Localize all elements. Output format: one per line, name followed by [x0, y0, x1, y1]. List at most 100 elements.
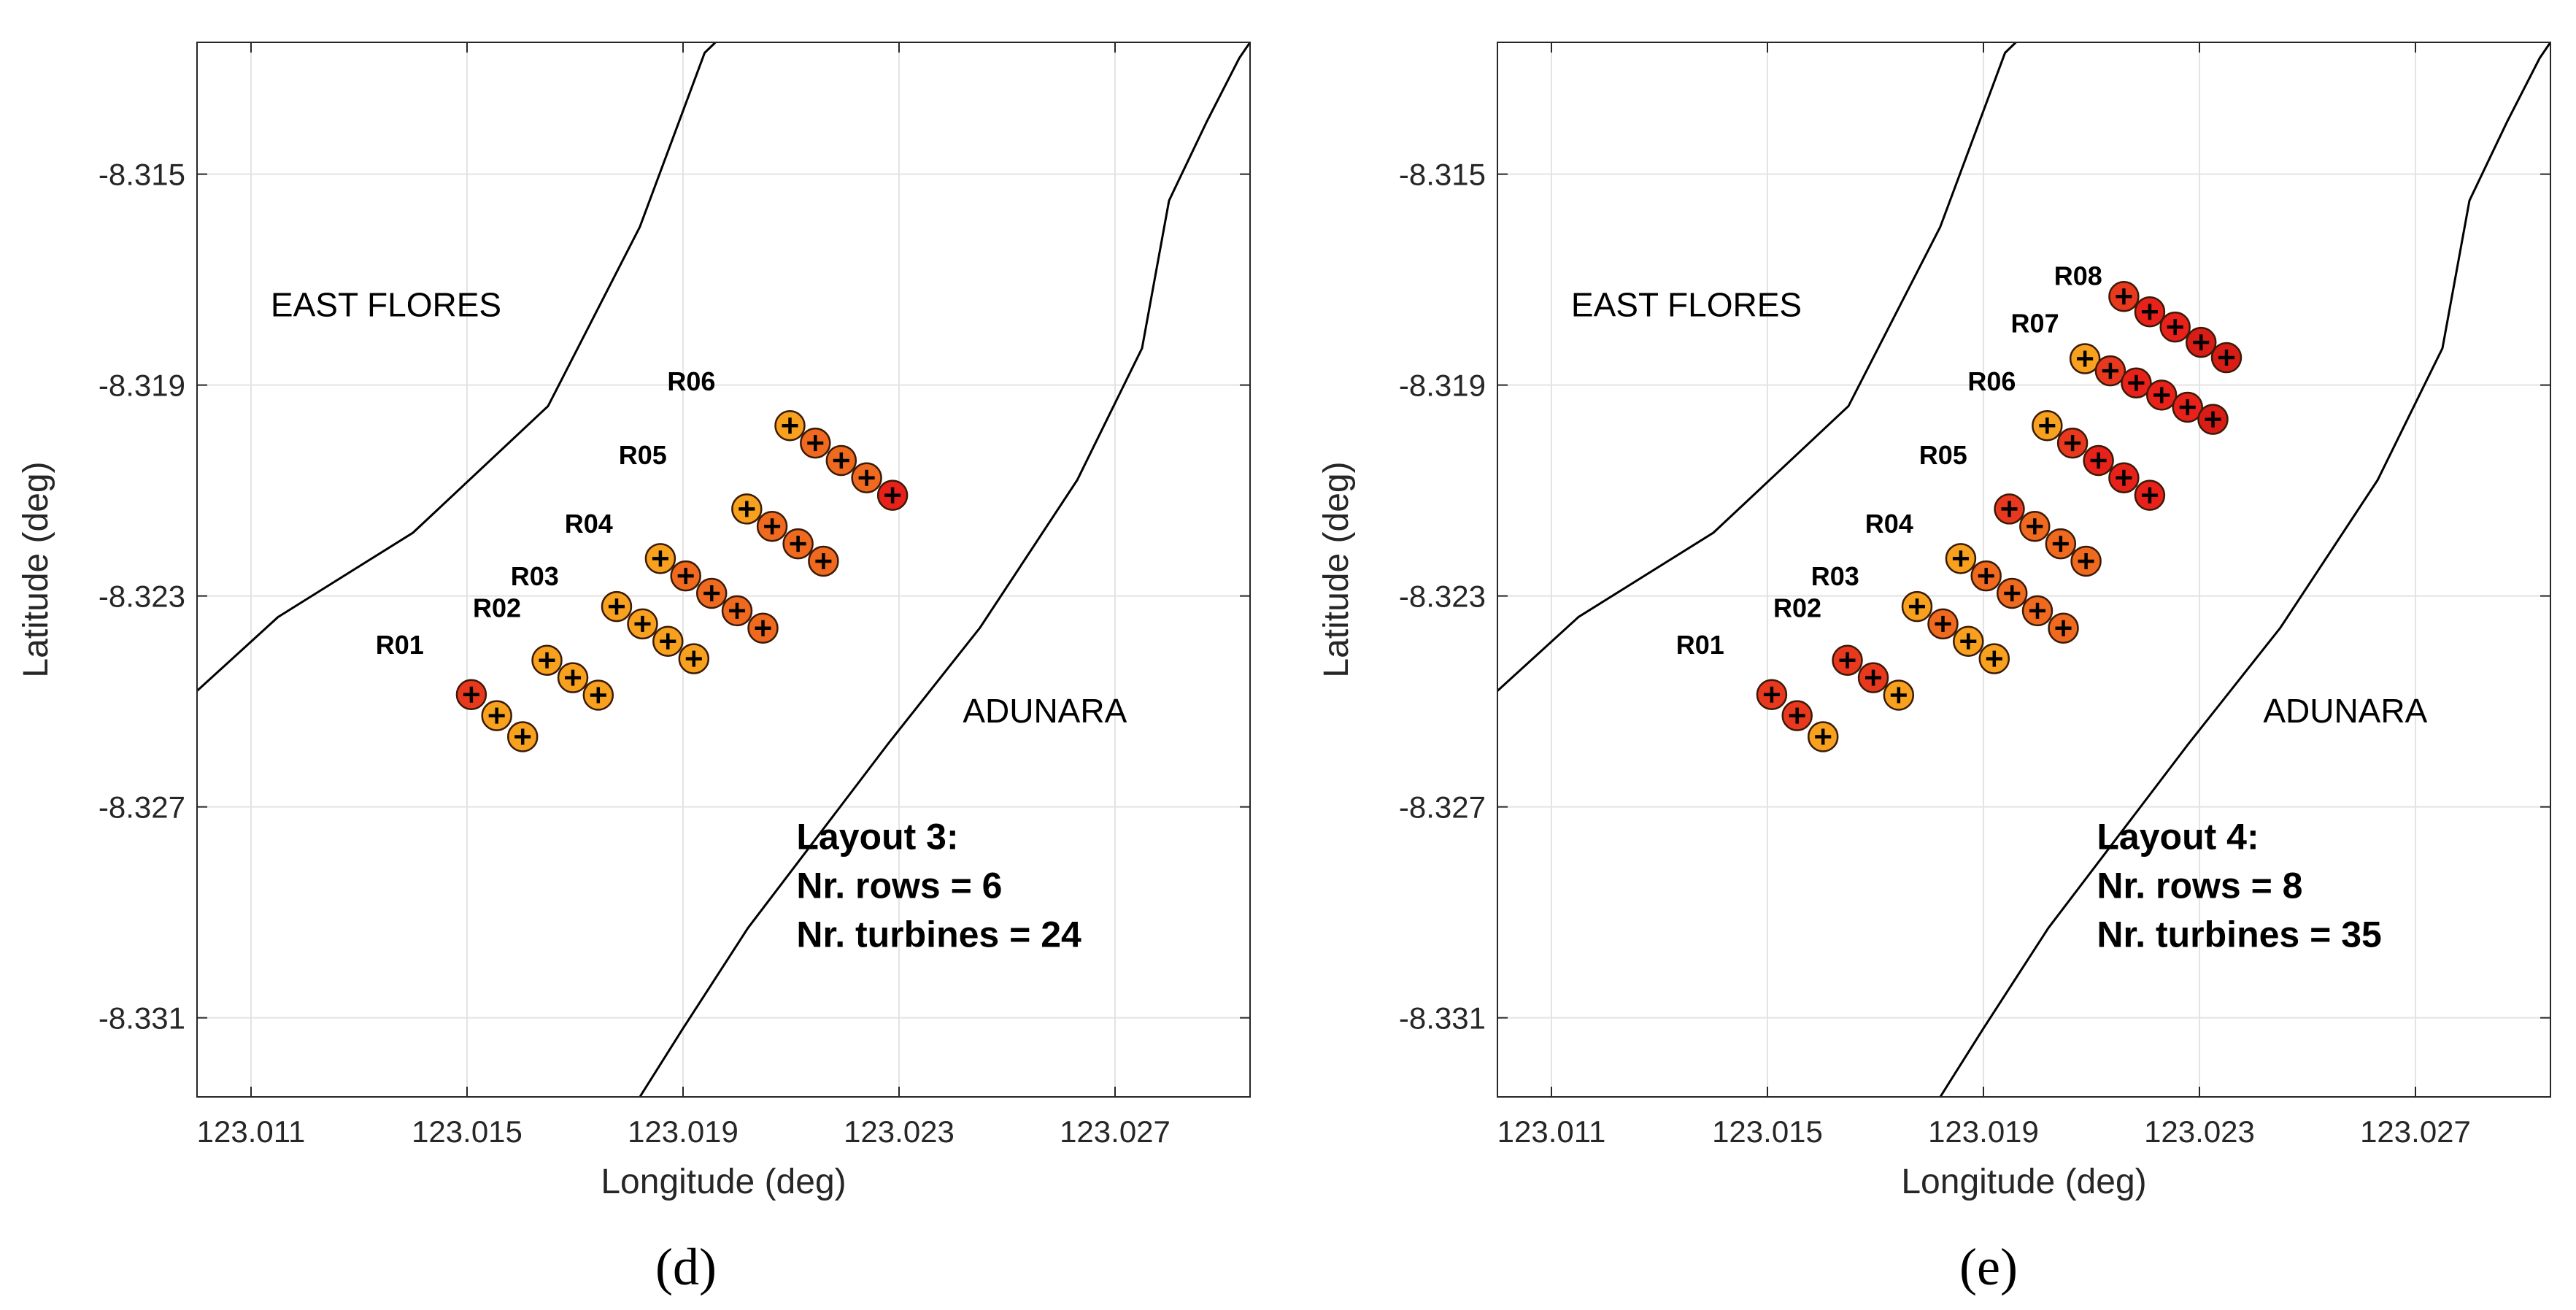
x-tick-label: 123.011: [1497, 1114, 1606, 1149]
region-label: EAST FLORES: [1571, 286, 1802, 324]
x-tick-label: 123.019: [1928, 1114, 2039, 1149]
turbine-cross: [2055, 620, 2072, 636]
y-tick-label: -8.327: [1399, 790, 1486, 825]
row-label: R03: [511, 561, 559, 591]
turbine-cross: [2153, 387, 2170, 404]
row-label: R01: [376, 630, 424, 660]
turbine-cross: [1763, 686, 1780, 703]
layout-annotation: Nr. turbines = 35: [2097, 914, 2381, 955]
y-tick-label: -8.323: [1399, 579, 1486, 614]
plot-data: [1497, 42, 2550, 1097]
turbine-cross: [1908, 598, 1925, 615]
turbine-cross: [755, 620, 771, 636]
y-axis-label: Latitude (deg): [17, 461, 55, 677]
turbine-cross: [488, 707, 505, 724]
turbine-cross: [833, 452, 849, 469]
turbine-cross: [1960, 633, 1977, 650]
x-tick-label: 123.027: [1060, 1114, 1171, 1149]
turbine-cross: [703, 585, 720, 602]
plot-data: [197, 42, 1250, 1097]
turbine-cross: [685, 650, 702, 667]
layout-annotation: Nr. turbines = 24: [796, 914, 1081, 955]
turbine-cross: [608, 598, 625, 615]
turbine-cross: [815, 552, 832, 569]
row-label: R06: [667, 366, 715, 396]
x-tick-label: 123.011: [197, 1114, 306, 1149]
turbine-cross: [1890, 687, 1907, 704]
row-label: R08: [2054, 261, 2102, 290]
row-label: R03: [1811, 561, 1859, 591]
turbine-cross: [884, 487, 901, 504]
coastline: [197, 42, 717, 692]
y-tick-label: -8.327: [99, 790, 185, 825]
row-label: R05: [1919, 440, 1967, 470]
turbine-cross: [729, 602, 745, 619]
turbine-cross: [2167, 319, 2183, 336]
coastline: [1497, 42, 2017, 692]
x-tick-label: 123.023: [2144, 1114, 2255, 1149]
turbine-cross: [660, 633, 676, 650]
turbine-cross: [677, 568, 694, 585]
coastline: [1939, 42, 2550, 1097]
turbine-cross: [2205, 411, 2221, 428]
x-tick-label: 123.015: [1712, 1114, 1823, 1149]
turbine-cross: [539, 652, 555, 669]
y-tick-label: -8.315: [1399, 158, 1486, 192]
turbine-cross: [1935, 615, 1951, 632]
turbine-cross: [2004, 585, 2021, 602]
turbine-cross: [2077, 350, 2094, 367]
layout-annotation: Layout 4:: [2097, 816, 2259, 857]
turbine-cross: [514, 728, 531, 745]
row-label: R06: [1967, 366, 2016, 396]
turbine-cross: [2193, 334, 2210, 351]
turbine-cross: [2027, 518, 2043, 535]
y-tick-label: -8.331: [1399, 1001, 1486, 1036]
turbine-cross: [2090, 452, 2107, 469]
row-label: R02: [473, 593, 521, 623]
x-axis-label: Longitude (deg): [1901, 1163, 2146, 1201]
turbine-cross: [2218, 350, 2234, 366]
turbine-cross: [2039, 417, 2056, 434]
turbine-cross: [2001, 501, 2018, 517]
turbine-cross: [565, 669, 582, 686]
turbine-cross: [2141, 487, 2158, 504]
turbine-cross: [2064, 435, 2081, 452]
turbine-cross: [858, 469, 875, 486]
turbine-cross: [739, 501, 755, 517]
turbine-cross: [2141, 304, 2158, 320]
turbine-cross: [790, 536, 806, 552]
row-label: R02: [1773, 593, 1821, 623]
x-tick-label: 123.015: [412, 1114, 522, 1149]
plot-area: [1497, 42, 2550, 1097]
y-tick-label: -8.323: [99, 579, 185, 614]
turbine-cross: [1839, 652, 1856, 669]
turbine-cross: [2116, 469, 2132, 486]
y-tick-label: -8.315: [99, 158, 185, 192]
turbine-cross: [463, 686, 479, 703]
turbine-cross: [2029, 602, 2045, 619]
layout-annotation: Nr. rows = 8: [2097, 865, 2302, 906]
panel-label: (e): [1959, 1238, 2018, 1296]
turbine-cross: [807, 435, 824, 452]
x-tick-label: 123.023: [844, 1114, 955, 1149]
plot-area: [197, 42, 1250, 1097]
turbine-cross: [1952, 550, 1969, 567]
turbine-cross: [1789, 707, 1805, 724]
turbine-cross: [634, 615, 651, 632]
row-label: R05: [619, 440, 667, 470]
coastline: [639, 42, 1250, 1097]
turbine-cross: [2179, 398, 2196, 415]
turbine-cross: [2102, 363, 2118, 379]
row-label: R07: [2011, 308, 2059, 338]
turbine-cross: [1986, 650, 2002, 667]
axes-frame: [1497, 42, 2551, 1098]
turbine-cross: [652, 550, 668, 567]
layout-annotation: Layout 3:: [796, 816, 958, 857]
row-label: R01: [1676, 630, 1724, 660]
region-label: EAST FLORES: [271, 286, 501, 324]
x-tick-label: 123.019: [628, 1114, 739, 1149]
y-axis-label: Latitude (deg): [1317, 461, 1356, 677]
